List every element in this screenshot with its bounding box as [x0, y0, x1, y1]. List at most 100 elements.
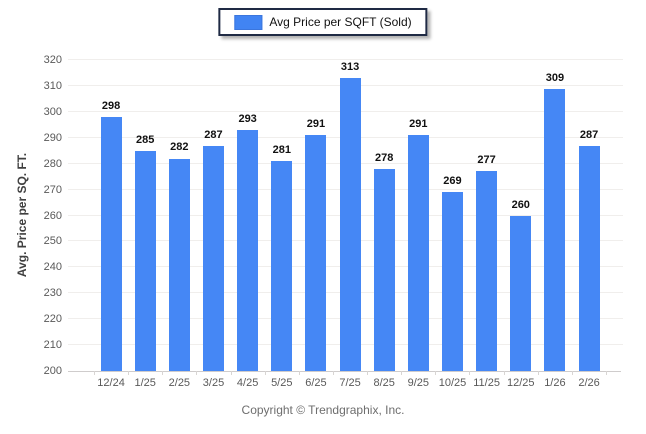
x-axis-tick	[503, 371, 505, 375]
x-axis-tick	[162, 371, 164, 375]
bar-5/25	[271, 161, 293, 371]
bar-9/25	[407, 135, 429, 371]
y-tick-label-250: 250	[43, 235, 62, 248]
bar-value-label: 277	[477, 154, 496, 167]
bar-value-label: 282	[170, 141, 189, 154]
bar-column-7/25: 313	[333, 60, 367, 371]
bar-11/25	[476, 171, 498, 371]
x-tick-label-7/25: 7/25	[339, 377, 361, 389]
bar-value-label: 291	[409, 118, 428, 131]
x-tick-label-9/25: 9/25	[407, 377, 430, 389]
x-axis-tick	[264, 371, 266, 375]
bar-12/24	[100, 117, 122, 371]
x-axis-tick	[367, 371, 369, 375]
bar-column-2/26: 287	[572, 60, 606, 371]
bar-column-8/25: 278	[367, 60, 401, 371]
bar-2/25	[168, 158, 190, 371]
x-axis-tick	[537, 371, 539, 375]
x-axis-tick	[606, 371, 607, 375]
bar-column-9/25: 291	[401, 60, 435, 371]
bar-value-label: 287	[204, 128, 223, 141]
x-axis-tick	[571, 371, 573, 375]
x-axis-tick-labels: 12/24 1/25 2/25 3/25 4/25 5/25 6/25 7/25 8/25 9/2…	[68, 377, 623, 389]
bar-value-label: 293	[238, 112, 257, 125]
bar-column-5/25: 281	[265, 60, 299, 371]
x-axis-tick	[435, 371, 437, 375]
plot-area: 298 285 282 287 293 281 291 313 278 291 269 277 260 3…	[68, 59, 623, 375]
bar-value-label: 313	[340, 61, 360, 74]
y-tick-label-230: 230	[43, 287, 62, 300]
x-tick-label-4/25: 4/25	[236, 377, 259, 389]
y-tick-label-310: 310	[43, 79, 62, 92]
y-tick-label-280: 280	[43, 157, 62, 170]
x-tick-label-10/25: 10/25	[438, 377, 467, 389]
bar-column-1/25: 285	[128, 60, 162, 371]
y-tick-label-320: 320	[43, 54, 62, 66]
legend-swatch	[234, 14, 263, 30]
x-axis-tick	[230, 371, 232, 375]
y-axis-tick-labels: 200 210 220 230 240 250 260 270 280 290 300 310 320	[0, 54, 62, 377]
x-tick-label-12/25: 12/25	[506, 377, 535, 389]
bar-column-1/26: 309	[538, 60, 572, 371]
y-tick-label-300: 300	[43, 105, 62, 118]
x-axis-tick	[298, 371, 300, 375]
bar-7/25	[339, 78, 361, 371]
x-axis-tick	[469, 371, 471, 375]
x-tick-label-3/25: 3/25	[202, 377, 225, 389]
bar-1/26	[544, 88, 566, 371]
x-tick-label-1/25: 1/25	[134, 377, 156, 389]
bar-10/25	[441, 192, 463, 371]
x-tick-label-11/25: 11/25	[473, 377, 500, 389]
bar-value-label: 260	[511, 198, 530, 211]
y-tick-label-200: 200	[43, 365, 62, 377]
y-tick-label-260: 260	[43, 209, 62, 222]
y-tick-label-220: 220	[43, 313, 62, 326]
x-tick-label-12/24: 12/24	[97, 377, 125, 389]
bar-column-12/24: 298	[94, 60, 128, 371]
bar-column-3/25: 287	[196, 60, 230, 371]
x-axis-tick	[94, 371, 95, 375]
bar-6/25	[305, 135, 327, 371]
bar-2/26	[578, 145, 600, 371]
bar-value-label: 285	[136, 133, 155, 146]
bars-row: 298 285 282 287 293 281 291 313 278 291 269 277 260 3…	[68, 60, 623, 371]
x-axis-line	[68, 371, 621, 372]
bar-column-11/25: 277	[470, 60, 504, 371]
bar-column-4/25: 293	[231, 60, 265, 371]
bar-value-label: 291	[306, 118, 326, 131]
bar-column-10/25: 269	[435, 60, 469, 371]
y-tick-label-290: 290	[43, 131, 62, 144]
bar-value-label: 298	[101, 100, 121, 113]
bar-value-label: 269	[443, 175, 462, 188]
y-tick-label-240: 240	[43, 261, 62, 274]
x-tick-label-2/25: 2/25	[168, 377, 191, 389]
bar-4/25	[237, 130, 259, 371]
bar-3/25	[202, 145, 224, 371]
x-tick-label-1/26: 1/26	[544, 377, 566, 389]
bar-value-label: 309	[545, 71, 565, 84]
x-axis-tick	[401, 371, 403, 375]
bar-8/25	[373, 168, 395, 371]
gridline-320	[68, 59, 623, 60]
legend-label: Avg Price per SQFT (Sold)	[269, 15, 412, 29]
bar-value-label: 287	[579, 128, 599, 141]
bar-column-2/25: 282	[162, 60, 196, 371]
bar-column-6/25: 291	[299, 60, 333, 371]
bar-value-label: 281	[272, 144, 291, 157]
chart-legend: Avg Price per SQFT (Sold)	[218, 8, 428, 36]
bar-value-label: 278	[375, 151, 394, 164]
x-tick-label-6/25: 6/25	[305, 377, 327, 389]
x-tick-label-5/25: 5/25	[271, 377, 293, 389]
x-axis-tick	[332, 371, 334, 375]
copyright-text: Copyright © Trendgraphix, Inc.	[241, 403, 405, 417]
x-axis-tick	[128, 371, 130, 375]
bar-12/25	[510, 215, 532, 371]
bar-column-12/25: 260	[504, 60, 538, 371]
y-tick-label-270: 270	[43, 183, 62, 196]
bar-1/25	[134, 150, 156, 371]
x-tick-label-8/25: 8/25	[373, 377, 395, 389]
x-tick-label-2/26: 2/26	[578, 377, 600, 389]
x-axis-tick	[196, 371, 198, 375]
y-tick-label-210: 210	[43, 339, 62, 352]
